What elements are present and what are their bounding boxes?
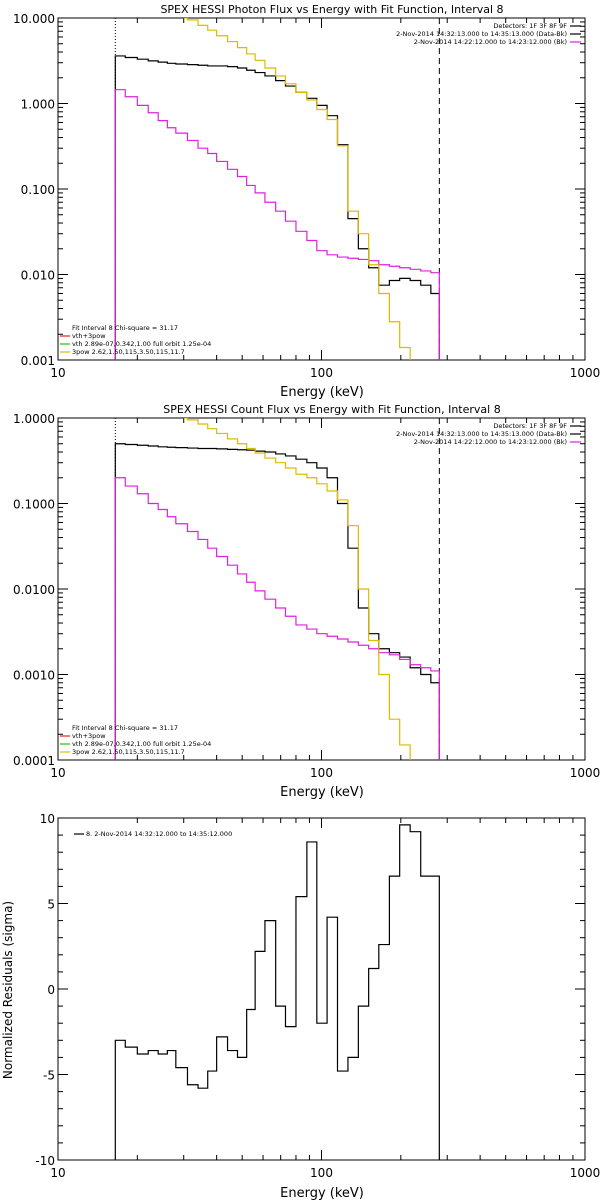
x-tick-label: 100 bbox=[310, 766, 333, 780]
panel-1-title: SPEX HESSI Photon Flux vs Energy with Fi… bbox=[160, 3, 503, 16]
y-tick-label: 0 bbox=[47, 983, 55, 997]
legend-text: vth+3pow bbox=[72, 732, 106, 740]
legend-text: Detectors: 1F 3F 8F 9F bbox=[493, 422, 567, 430]
series-line-0 bbox=[114, 55, 440, 360]
panel-residuals: Energy (keV) Normalized Residuals (sigma… bbox=[1, 812, 600, 1200]
series-line-0 bbox=[114, 443, 440, 760]
x-tick-label: 1000 bbox=[570, 366, 600, 380]
series-line-2 bbox=[183, 18, 411, 360]
legend-text: Fit Interval 8 Chi-square = 31.17 bbox=[72, 724, 178, 732]
y-tick-label: 0.001 bbox=[21, 354, 55, 368]
y-tick-label: 0.0100 bbox=[13, 583, 55, 597]
x-tick-label: 10 bbox=[50, 766, 65, 780]
y-tick-label: 0.100 bbox=[21, 183, 55, 197]
y-tick-label: 0.0001 bbox=[13, 754, 55, 768]
series-line-1 bbox=[114, 89, 440, 360]
legend-text: Detectors: 1F 3F 8F 9F bbox=[493, 22, 567, 30]
panel-1-xlabel: Energy (keV) bbox=[280, 385, 364, 400]
series-line-1 bbox=[114, 477, 440, 760]
legend-text: 2-Nov-2014 14:22:12.000 to 14:23:12.000 … bbox=[414, 438, 567, 446]
legend-text: 2-Nov-2014 14:22:12.000 to 14:23:12.000 … bbox=[414, 38, 567, 46]
legend-text: vth 2.89e-07,0.342,1.00 full orbit 1.25e… bbox=[72, 740, 211, 748]
legend-text: 8. 2-Nov-2014 14:32:12.000 to 14:35:12.0… bbox=[86, 830, 232, 838]
y-tick-label: 10.000 bbox=[13, 12, 55, 26]
plot-frame bbox=[57, 17, 586, 361]
plot-frame bbox=[57, 417, 586, 761]
legend-text: 3pow 2.62,1.50,115,3.50,115,11.7 bbox=[72, 748, 185, 756]
y-tick-label: 5 bbox=[47, 898, 55, 912]
y-tick-label: 0.010 bbox=[21, 269, 55, 283]
legend-text: 2-Nov-2014 14:32:13.000 to 14:35:13.000 … bbox=[396, 430, 567, 438]
x-tick-label: 10 bbox=[50, 1166, 65, 1180]
x-tick-label: 1000 bbox=[570, 766, 600, 780]
series-line-0 bbox=[114, 824, 440, 1160]
legend-text: 2-Nov-2014 14:32:13.000 to 14:35:13.000 … bbox=[396, 30, 567, 38]
panel-3-xlabel: Energy (keV) bbox=[280, 1186, 364, 1200]
panel-photon-flux: SPEX HESSI Photon Flux vs Energy with Fi… bbox=[13, 3, 600, 400]
legend-text: vth+3pow bbox=[72, 332, 106, 340]
legend-text: vth 2.89e-07,0.342,1.00 full orbit 1.25e… bbox=[72, 340, 211, 348]
panel-count-flux: SPEX HESSI Count Flux vs Energy with Fit… bbox=[13, 403, 600, 800]
y-tick-label: 1.0000 bbox=[13, 412, 55, 426]
x-tick-label: 10 bbox=[50, 366, 65, 380]
y-tick-label: 1.000 bbox=[21, 98, 55, 112]
y-tick-label: 10 bbox=[40, 812, 55, 826]
legend-text: 3pow 2.62,1.50,115,3.50,115,11.7 bbox=[72, 348, 185, 356]
panel-2-xlabel: Energy (keV) bbox=[280, 785, 364, 800]
x-tick-label: 100 bbox=[310, 1166, 333, 1180]
y-tick-label: 0.0010 bbox=[13, 669, 55, 683]
x-tick-label: 100 bbox=[310, 366, 333, 380]
panel-3-ylabel: Normalized Residuals (sigma) bbox=[1, 901, 15, 1079]
x-tick-label: 1000 bbox=[570, 1166, 600, 1180]
series-line-2 bbox=[183, 418, 411, 760]
y-tick-label: -5 bbox=[43, 1069, 55, 1083]
y-tick-label: 0.1000 bbox=[13, 498, 55, 512]
legend-text: Fit Interval 8 Chi-square = 31.17 bbox=[72, 324, 178, 332]
y-tick-label: -10 bbox=[35, 1154, 55, 1168]
panel-2-title: SPEX HESSI Count Flux vs Energy with Fit… bbox=[163, 403, 500, 416]
plot-frame bbox=[57, 817, 586, 1161]
